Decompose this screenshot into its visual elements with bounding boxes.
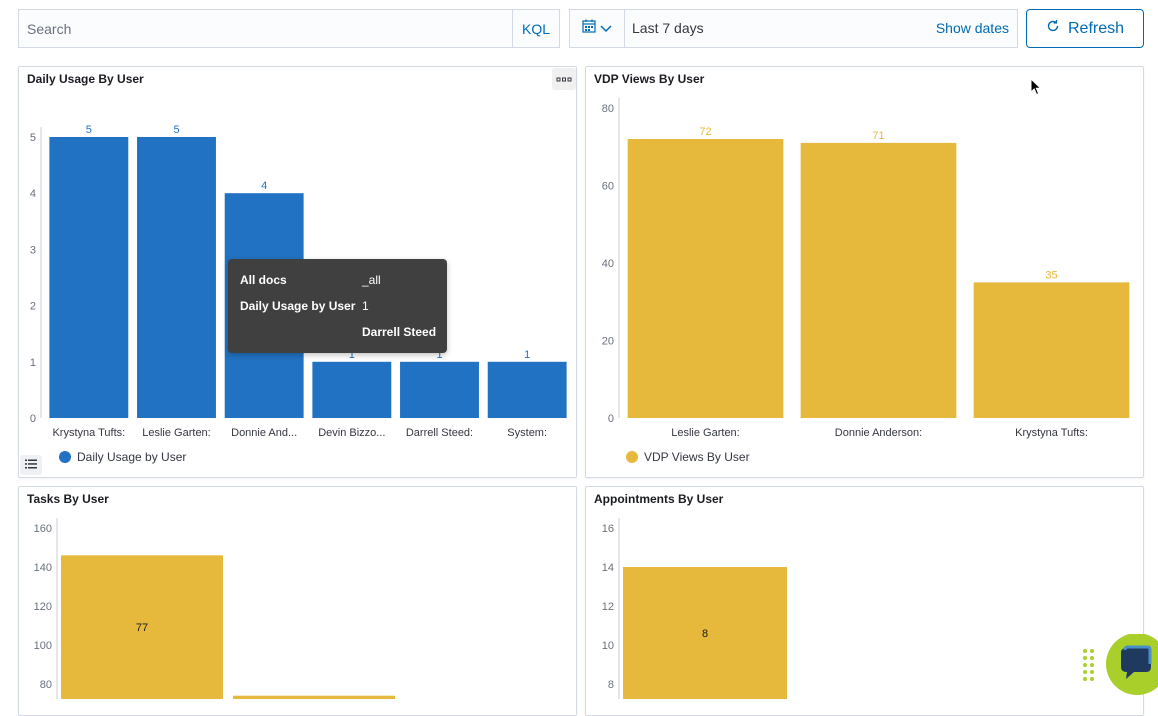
y-tick-label: 2 — [30, 301, 36, 313]
y-tick-label: 16 — [602, 523, 614, 535]
bar[interactable] — [800, 142, 957, 418]
x-tick-label: Darrell Steed: — [406, 427, 473, 439]
date-picker: Last 7 days Show dates — [569, 9, 1018, 48]
panel-title: Appointments By User — [594, 492, 724, 506]
y-tick-label: 0 — [608, 413, 614, 425]
y-tick-label: 5 — [30, 132, 36, 144]
bar-value-label[interactable]: 1 — [436, 349, 442, 361]
y-tick-label: 120 — [34, 601, 52, 613]
bar[interactable] — [233, 695, 395, 699]
bar-value-label[interactable]: 77 — [136, 622, 148, 634]
bar-value-label[interactable]: 1 — [524, 349, 530, 361]
bar[interactable] — [623, 567, 787, 699]
x-tick-label: Devin Bizzo... — [318, 427, 385, 439]
y-tick-label: 3 — [30, 244, 36, 256]
panel-options-button[interactable] — [552, 68, 576, 90]
bar-value-label[interactable]: 4 — [261, 180, 267, 192]
mouse-cursor-icon — [1030, 77, 1042, 101]
y-tick-label: 8 — [608, 679, 614, 691]
bar-value-label[interactable]: 5 — [173, 124, 179, 136]
panel-title: Daily Usage By User — [27, 72, 144, 86]
bar[interactable] — [49, 137, 129, 418]
date-range-label[interactable]: Last 7 days — [632, 20, 704, 36]
bar-value-label[interactable]: 72 — [699, 126, 711, 138]
tooltip-value: 1 — [362, 299, 369, 313]
list-icon — [25, 456, 37, 474]
x-tick-label: Leslie Garten: — [671, 427, 739, 439]
bar[interactable] — [61, 555, 223, 699]
y-tick-label: 100 — [34, 640, 52, 652]
y-tick-label: 20 — [602, 336, 614, 348]
legend-toggle-button[interactable] — [20, 455, 42, 475]
bar[interactable] — [137, 137, 216, 418]
bar[interactable] — [400, 361, 479, 418]
bar-value-label[interactable]: 35 — [1045, 269, 1057, 281]
refresh-button[interactable]: Refresh — [1026, 9, 1144, 48]
calendar-icon — [582, 19, 596, 38]
x-tick-label: System: — [507, 427, 547, 439]
more-horizontal-icon — [556, 70, 572, 88]
bar-value-label[interactable]: 1 — [349, 349, 355, 361]
legend-label: VDP Views By User — [644, 450, 750, 464]
legend-dot — [59, 451, 71, 463]
chart-tooltip: All docs _all Daily Usage by User 1 Darr… — [228, 259, 447, 353]
legend-item[interactable]: VDP Views By User — [626, 450, 750, 464]
show-dates-link[interactable]: Show dates — [935, 20, 1009, 36]
x-tick-label: Krystyna Tufts: — [1015, 427, 1088, 439]
quick-select-button[interactable] — [570, 10, 625, 47]
panel-title: VDP Views By User — [594, 72, 705, 86]
y-tick-label: 10 — [602, 640, 614, 652]
tooltip-label: All docs — [240, 273, 287, 287]
refresh-icon — [1046, 19, 1060, 38]
y-tick-label: 1 — [30, 357, 36, 369]
y-tick-label: 12 — [602, 601, 614, 613]
bar-value-label[interactable]: 8 — [702, 628, 708, 640]
panel-title: Tasks By User — [27, 492, 109, 506]
bar[interactable] — [627, 139, 784, 418]
chat-launcher-button[interactable] — [1104, 634, 1158, 696]
search-input[interactable] — [19, 10, 513, 47]
kql-toggle-button[interactable]: KQL — [512, 10, 559, 47]
y-tick-label: 40 — [602, 258, 614, 270]
tooltip-label: Daily Usage by User — [240, 299, 356, 313]
y-tick-label: 14 — [602, 562, 614, 574]
bar-value-label[interactable]: 71 — [872, 130, 884, 142]
bar[interactable] — [487, 361, 567, 418]
x-tick-label: Donnie Anderson: — [835, 427, 922, 439]
y-tick-label: 80 — [40, 679, 52, 691]
x-tick-label: Krystyna Tufts: — [52, 427, 125, 439]
legend-item[interactable]: Daily Usage by User — [59, 450, 186, 464]
y-tick-label: 60 — [602, 181, 614, 193]
query-bar: KQL — [18, 9, 560, 48]
y-tick-label: 4 — [30, 188, 36, 200]
legend-dot — [626, 451, 638, 463]
legend-label: Daily Usage by User — [77, 450, 187, 464]
bar-value-label[interactable]: 5 — [86, 124, 92, 136]
chevron-down-icon — [600, 20, 612, 38]
drag-handle-icon[interactable] — [1082, 648, 1096, 687]
y-tick-label: 160 — [34, 523, 52, 535]
bar[interactable] — [312, 361, 392, 418]
x-tick-label: Donnie And... — [231, 427, 297, 439]
bar[interactable] — [973, 282, 1130, 418]
y-tick-label: 0 — [30, 413, 36, 425]
y-tick-label: 80 — [602, 103, 614, 115]
tooltip-value: _all — [362, 273, 381, 287]
refresh-label: Refresh — [1067, 19, 1125, 37]
chat-bubble-icon — [1121, 645, 1152, 679]
tooltip-value: Darrell Steed — [362, 325, 437, 339]
y-tick-label: 140 — [34, 562, 52, 574]
x-tick-label: Leslie Garten: — [142, 427, 210, 439]
